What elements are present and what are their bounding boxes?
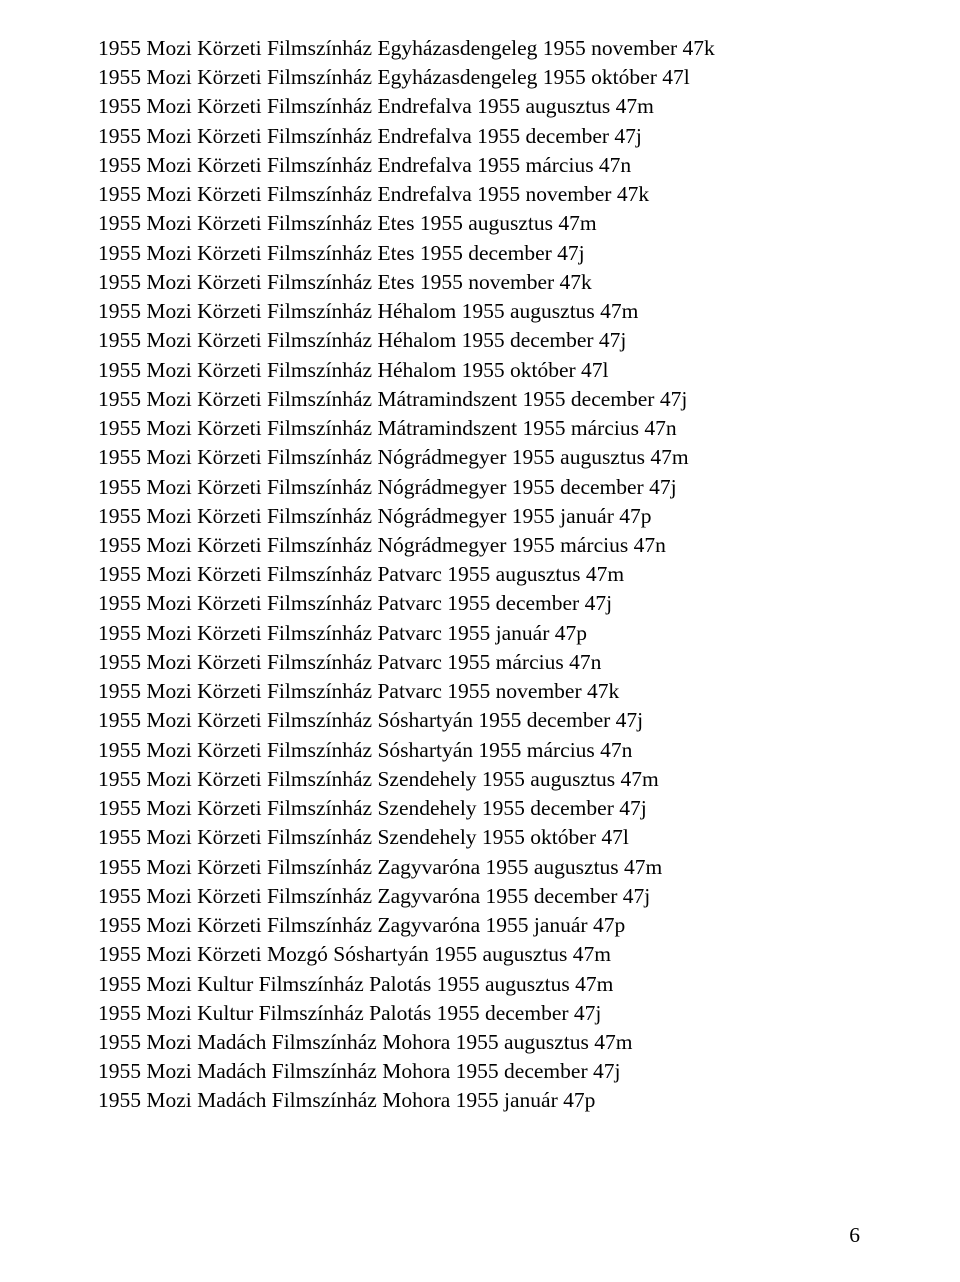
document-line: 1955 Mozi Körzeti Filmszínház Sóshartyán… xyxy=(98,706,862,735)
document-line: 1955 Mozi Körzeti Filmszínház Etes 1955 … xyxy=(98,209,862,238)
document-line: 1955 Mozi Körzeti Filmszínház Endrefalva… xyxy=(98,92,862,121)
document-line: 1955 Mozi Körzeti Filmszínház Nógrádmegy… xyxy=(98,531,862,560)
document-line: 1955 Mozi Körzeti Filmszínház Szendehely… xyxy=(98,794,862,823)
document-line: 1955 Mozi Körzeti Filmszínház Sóshartyán… xyxy=(98,736,862,765)
document-line: 1955 Mozi Körzeti Filmszínház Patvarc 19… xyxy=(98,619,862,648)
document-line: 1955 Mozi Körzeti Filmszínház Endrefalva… xyxy=(98,151,862,180)
document-line: 1955 Mozi Körzeti Filmszínház Patvarc 19… xyxy=(98,589,862,618)
document-line: 1955 Mozi Madách Filmszínház Mohora 1955… xyxy=(98,1057,862,1086)
document-line: 1955 Mozi Körzeti Filmszínház Etes 1955 … xyxy=(98,239,862,268)
document-line: 1955 Mozi Körzeti Filmszínház Nógrádmegy… xyxy=(98,473,862,502)
document-line: 1955 Mozi Körzeti Filmszínház Nógrádmegy… xyxy=(98,502,862,531)
document-line: 1955 Mozi Körzeti Mozgó Sóshartyán 1955 … xyxy=(98,940,862,969)
document-line: 1955 Mozi Körzeti Filmszínház Szendehely… xyxy=(98,823,862,852)
document-line: 1955 Mozi Körzeti Filmszínház Endrefalva… xyxy=(98,122,862,151)
page-number: 6 xyxy=(849,1223,860,1248)
document-line: 1955 Mozi Körzeti Filmszínház Mátraminds… xyxy=(98,385,862,414)
document-line: 1955 Mozi Körzeti Filmszínház Patvarc 19… xyxy=(98,648,862,677)
document-line: 1955 Mozi Körzeti Filmszínház Héhalom 19… xyxy=(98,326,862,355)
document-line: 1955 Mozi Körzeti Filmszínház Patvarc 19… xyxy=(98,560,862,589)
document-line: 1955 Mozi Madách Filmszínház Mohora 1955… xyxy=(98,1086,862,1115)
document-line: 1955 Mozi Körzeti Filmszínház Zagyvaróna… xyxy=(98,911,862,940)
document-line: 1955 Mozi Körzeti Filmszínház Héhalom 19… xyxy=(98,297,862,326)
document-line: 1955 Mozi Körzeti Filmszínház Nógrádmegy… xyxy=(98,443,862,472)
document-line: 1955 Mozi Körzeti Filmszínház Zagyvaróna… xyxy=(98,882,862,911)
document-line: 1955 Mozi Körzeti Filmszínház Etes 1955 … xyxy=(98,268,862,297)
document-line: 1955 Mozi Körzeti Filmszínház Egyházasde… xyxy=(98,34,862,63)
document-line: 1955 Mozi Körzeti Filmszínház Szendehely… xyxy=(98,765,862,794)
document-line: 1955 Mozi Körzeti Filmszínház Mátraminds… xyxy=(98,414,862,443)
document-line: 1955 Mozi Körzeti Filmszínház Zagyvaróna… xyxy=(98,853,862,882)
document-line: 1955 Mozi Körzeti Filmszínház Héhalom 19… xyxy=(98,356,862,385)
document-line: 1955 Mozi Körzeti Filmszínház Egyházasde… xyxy=(98,63,862,92)
document-line: 1955 Mozi Körzeti Filmszínház Endrefalva… xyxy=(98,180,862,209)
document-line: 1955 Mozi Körzeti Filmszínház Patvarc 19… xyxy=(98,677,862,706)
document-line: 1955 Mozi Kultur Filmszínház Palotás 195… xyxy=(98,970,862,999)
document-content: 1955 Mozi Körzeti Filmszínház Egyházasde… xyxy=(98,34,862,1116)
document-line: 1955 Mozi Kultur Filmszínház Palotás 195… xyxy=(98,999,862,1028)
document-line: 1955 Mozi Madách Filmszínház Mohora 1955… xyxy=(98,1028,862,1057)
